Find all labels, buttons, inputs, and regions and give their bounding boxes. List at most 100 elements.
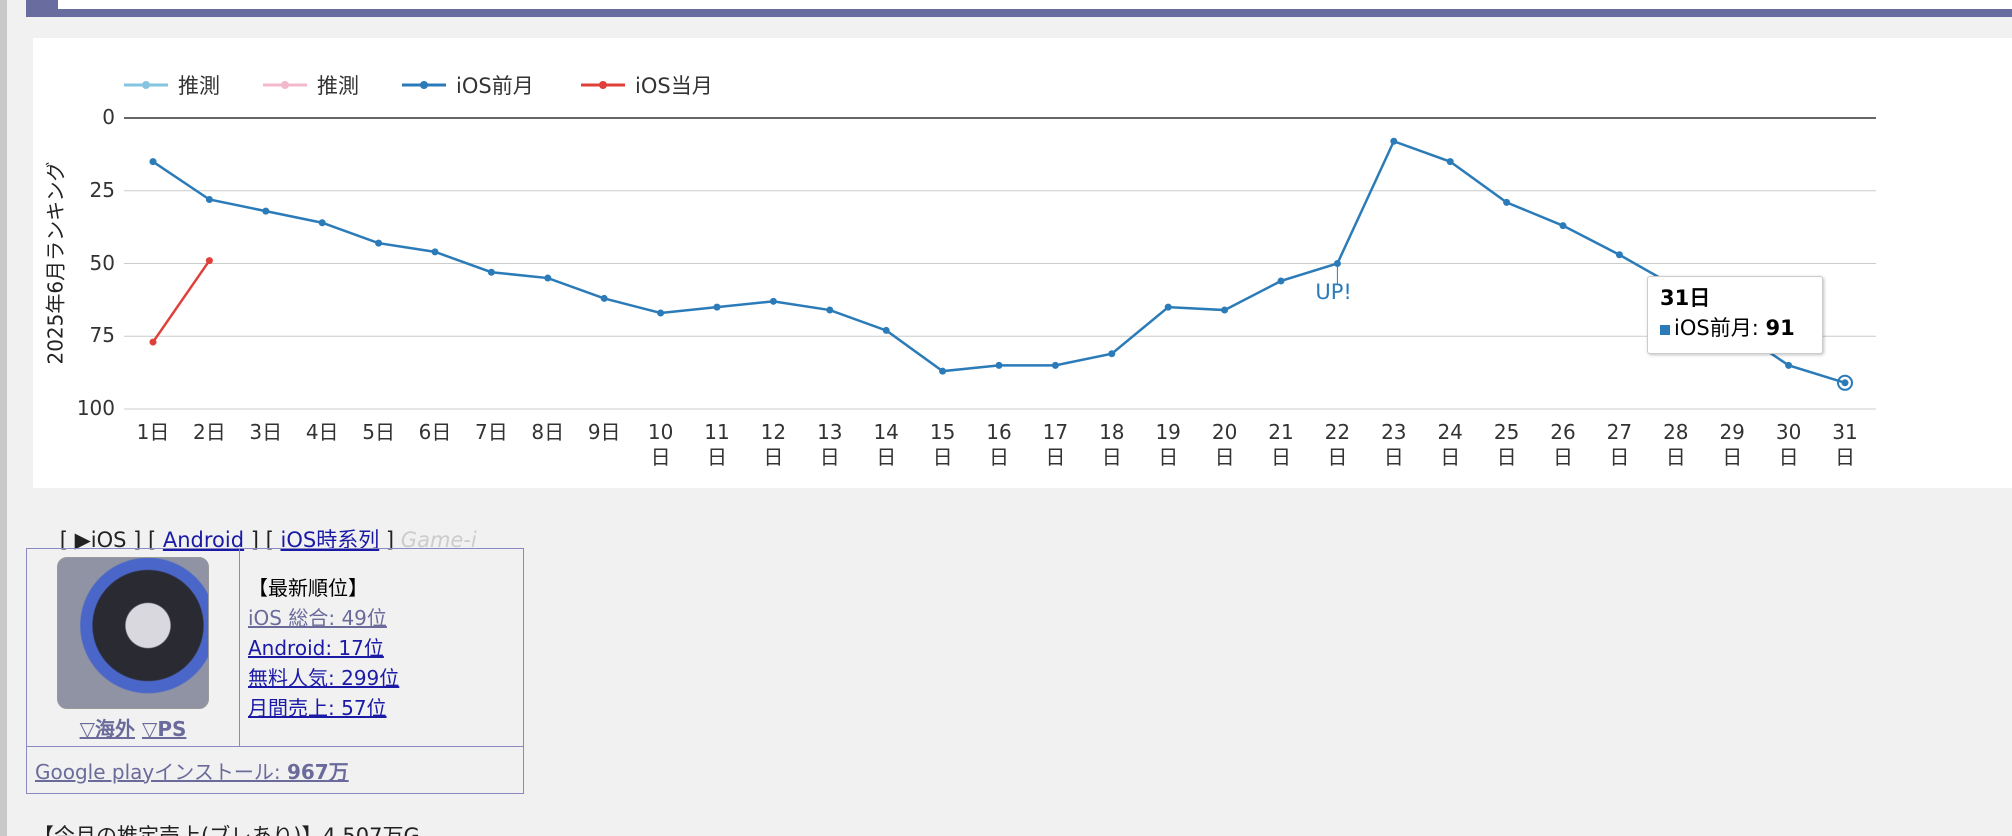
hover-ring [1837,374,1853,391]
data-point [1333,260,1341,267]
x-tick-label: 26日 [1550,420,1576,469]
rank-link[interactable]: 無料人気: 299位 [248,666,400,690]
data-point [1503,198,1511,206]
x-tick-label: 7日 [475,420,508,444]
data-point [375,239,383,247]
series-line [151,259,211,343]
data-point [1615,251,1623,259]
tooltip-value: 91 [1765,316,1795,340]
data-point [431,248,439,256]
x-tick-label: 1日 [136,420,170,444]
data-point [1559,222,1567,230]
legend-item: iOS前月 [402,71,534,99]
icon-cell: ▽海外 ▽PS [26,548,240,747]
data-point [205,195,213,203]
rank-link[interactable]: Android: 17位 [248,636,384,660]
legend-label: iOS当月 [635,74,713,98]
data-point [1390,137,1398,145]
data-point [1785,361,1793,369]
x-tick-label: 17日 [1042,420,1069,469]
data-point [205,257,213,265]
data-point [149,338,157,346]
tooltip-row: iOS前月: 91 [1660,313,1810,343]
x-tick-label: 24日 [1437,420,1463,469]
series-line [152,139,1846,385]
x-tick-label: 28日 [1663,420,1689,469]
data-point [600,294,608,302]
nav-text: [ [59,528,68,552]
data-point [995,361,1003,369]
x-tick-label: 21日 [1268,420,1294,469]
nav-text: ] [385,528,395,552]
x-tick-label: 16日 [986,420,1012,469]
y-tick-label: 75 [89,323,115,348]
legend-item: 推測 [124,71,220,99]
chart [124,117,1876,410]
legend-label: 推測 [317,74,359,98]
data-point [657,309,665,317]
y-axis-label: 2025年6月ランキング [43,161,68,365]
x-tick-label: 5日 [362,420,395,444]
data-point [769,297,777,305]
x-tick-label: 27日 [1606,420,1633,469]
install-label: Google playインストール: [35,759,287,784]
x-tick-label: 6日 [418,420,452,444]
install-link[interactable]: Google playインストール: 967万 [35,760,349,784]
data-point [882,326,890,334]
header-inner [58,0,2012,9]
data-point [149,158,157,166]
legend-label: 推測 [178,74,220,98]
data-point [487,268,495,276]
x-tick-label: 14日 [873,420,899,469]
footer-text: 【今月の推定売上(ブレあり)】4,507万G [33,824,420,836]
install-cell: Google playインストール: 967万 [26,746,524,794]
rank-cell: 【最新順位】 iOS 総合: 49位 Android: 17位 無料人気: 29… [239,548,524,747]
nav-text: ] [ [250,528,274,552]
data-point [1051,361,1059,369]
x-tick-label: 15日 [929,420,956,469]
x-tick-label: 18日 [1099,420,1125,469]
data-point [262,207,270,215]
x-tick-label: 29日 [1719,420,1745,469]
y-tick-label: 100 [76,396,115,420]
y-tick-label: 25 [89,177,115,202]
nav-text: ] [ [133,528,157,552]
data-point [826,306,834,314]
install-value: 967万 [286,759,349,784]
left-border [0,0,7,836]
data-point [1277,277,1285,285]
data-point [1446,158,1454,166]
data-point [1841,379,1849,387]
data-point [544,274,552,282]
x-tick-label: 23日 [1381,420,1407,469]
card: ▽海外 ▽PS 【最新順位】 iOS 総合: 49位 Android: 17位 … [26,548,524,794]
data-point [713,303,721,311]
x-tick-label: 30日 [1775,420,1802,469]
legend-item: 推測 [263,71,359,99]
x-tick-label: 2日 [193,420,226,444]
x-tick-label: 19日 [1155,420,1181,469]
region-link[interactable]: ▽PS [141,717,187,741]
legend-item: iOS当月 [581,71,713,99]
x-tick-label: 25日 [1493,420,1520,469]
region-link[interactable]: ▽海外 [79,717,135,741]
x-tick-label: 13日 [817,420,843,469]
rank-link[interactable]: iOS 総合: 49位 [248,606,387,630]
rank-link[interactable]: 月間売上: 57位 [248,696,387,720]
data-point [1221,306,1229,314]
x-tick-label: 9日 [587,420,621,444]
x-tick-label: 4日 [305,420,339,444]
data-point [1108,350,1116,358]
x-tick-label: 8日 [531,420,565,444]
x-tick-label: 31日 [1832,420,1858,469]
tooltip-label: iOS前月: [1674,316,1759,340]
tooltip: 31日 iOS前月: 91 [1647,276,1823,354]
data-point [318,219,326,227]
rank-heading: 【最新順位】 [248,576,368,600]
x-tick-label: 12日 [760,420,787,469]
legend-label: iOS前月 [456,74,534,98]
y-tick-label: 0 [102,105,115,129]
x-tick-label: 22日 [1324,420,1351,469]
annotation: UP! [1315,279,1352,304]
